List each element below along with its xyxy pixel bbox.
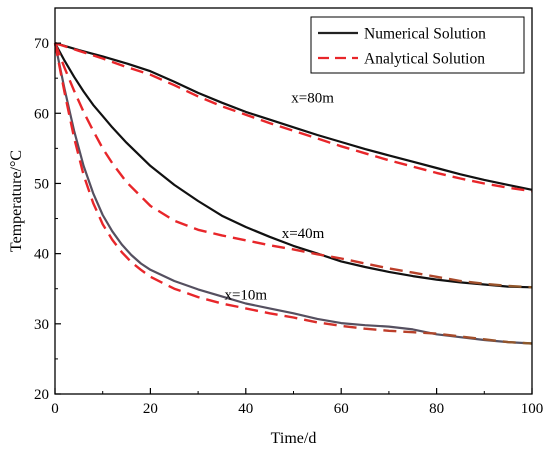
x-tick-label: 20 [143,401,158,417]
y-tick-label: 70 [34,36,49,52]
series-line-x-80m-numerical [54,42,533,191]
y-tick-label: 50 [34,176,49,192]
y-tick-label: 30 [34,317,49,333]
legend-label-numerical: Numerical Solution [364,26,486,43]
legend-label-analytical: Analytical Solution [364,51,485,68]
x-tick-label: 0 [51,401,59,417]
legend: Numerical Solution Analytical Solution [310,16,525,74]
series-layer [53,41,533,345]
x-tick-label: 60 [334,401,349,417]
series-line-x-40m-analytical [53,42,533,289]
axes-layer: 0 20 40 60 80 100203040506070Time/dTemperatur… [8,7,544,447]
series-line-x-10m-analytical [53,42,533,345]
y-tick-label: 20 [34,387,49,403]
series-line-x-80m-analytical [54,41,533,193]
series-line-x-10m-numerical [53,42,533,345]
x-tick-label: 100 [521,401,544,417]
y-tick-label: 40 [34,247,49,263]
annotation-layer: x=80m x=40m x=10m [224,91,334,304]
y-tick-label: 60 [34,106,49,122]
legend-box [310,16,525,74]
annotation-x-10m: x=10m [224,287,267,303]
annotation-x-80m: x=80m [291,91,334,107]
series-line-x-40m-numerical [54,42,533,289]
y-axis-title: Temperature/°C [8,150,25,252]
x-tick-label: 40 [238,401,253,417]
x-tick-label: 80 [429,401,444,417]
x-axis-title: Time/d [271,430,317,447]
annotation-x-40m: x=40m [282,226,325,242]
